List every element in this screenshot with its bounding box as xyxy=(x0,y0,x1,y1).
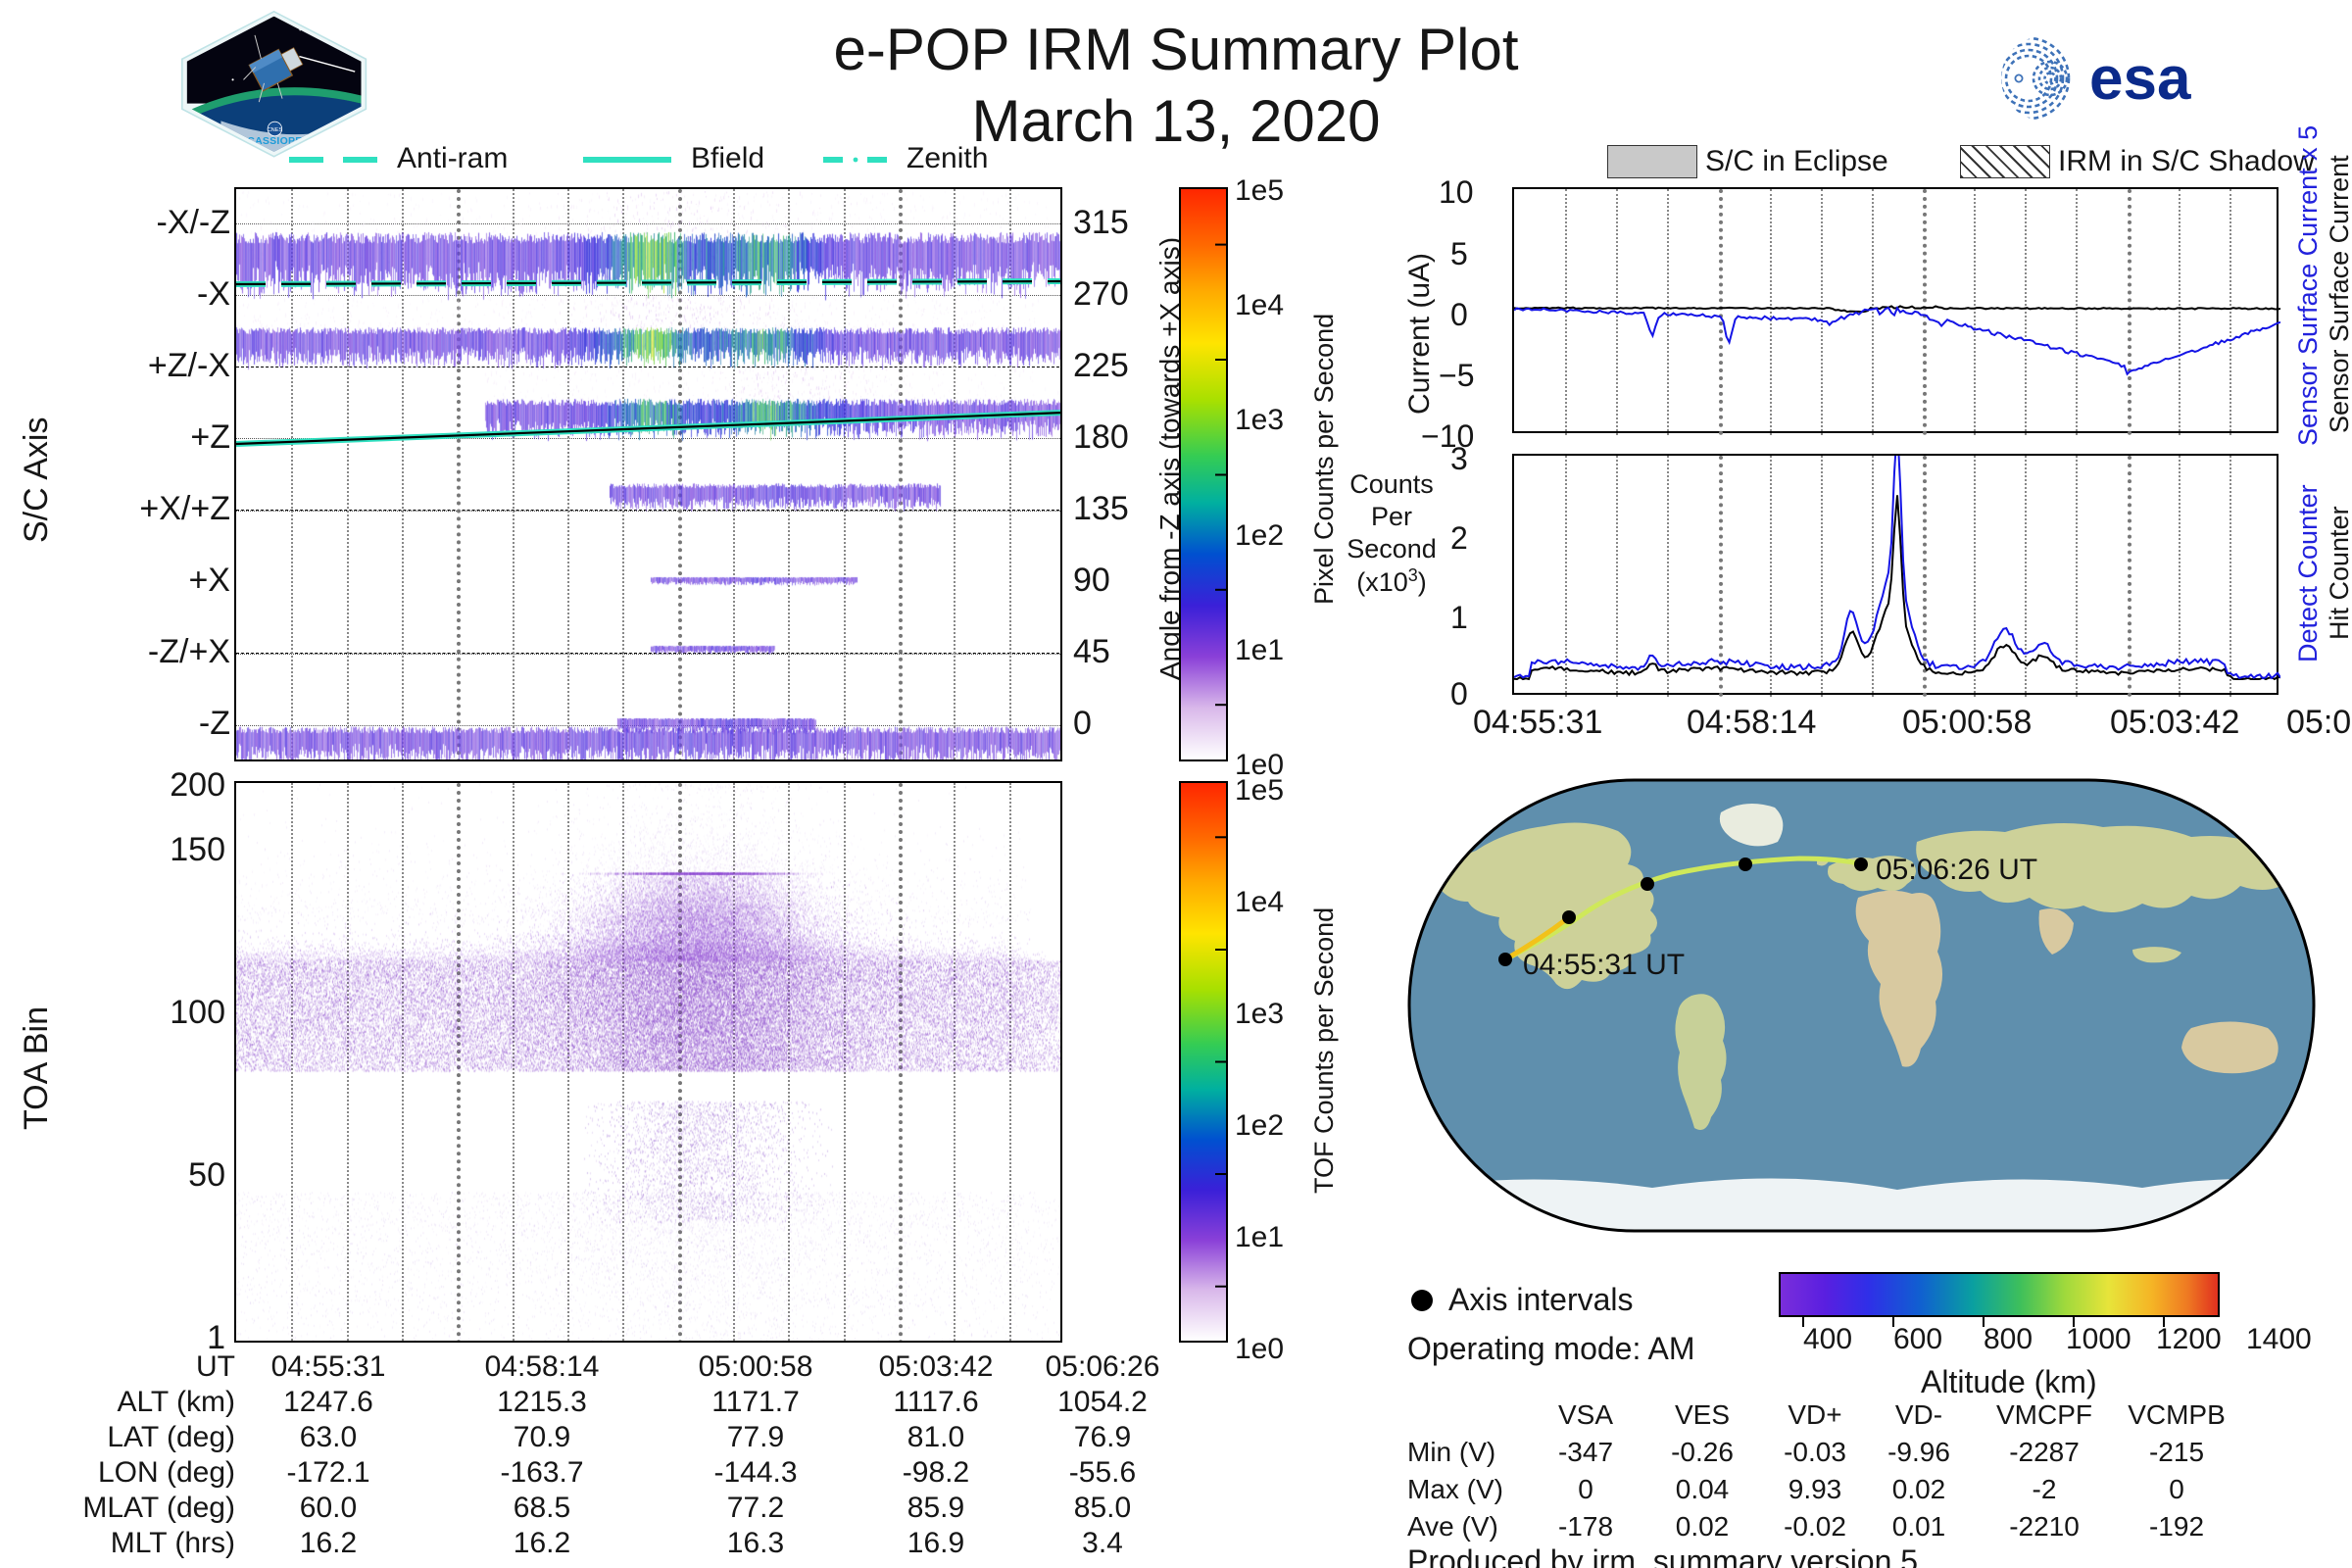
svg-text:Anti-ram: Anti-ram xyxy=(397,145,508,174)
svg-text:05:06:26 UT: 05:06:26 UT xyxy=(1876,854,2037,886)
svg-text:esa: esa xyxy=(2089,45,2191,113)
svg-text:Bfield: Bfield xyxy=(691,145,764,174)
svg-text:Zenith: Zenith xyxy=(906,145,988,174)
svg-text:04:55:31 UT: 04:55:31 UT xyxy=(1523,949,1685,981)
